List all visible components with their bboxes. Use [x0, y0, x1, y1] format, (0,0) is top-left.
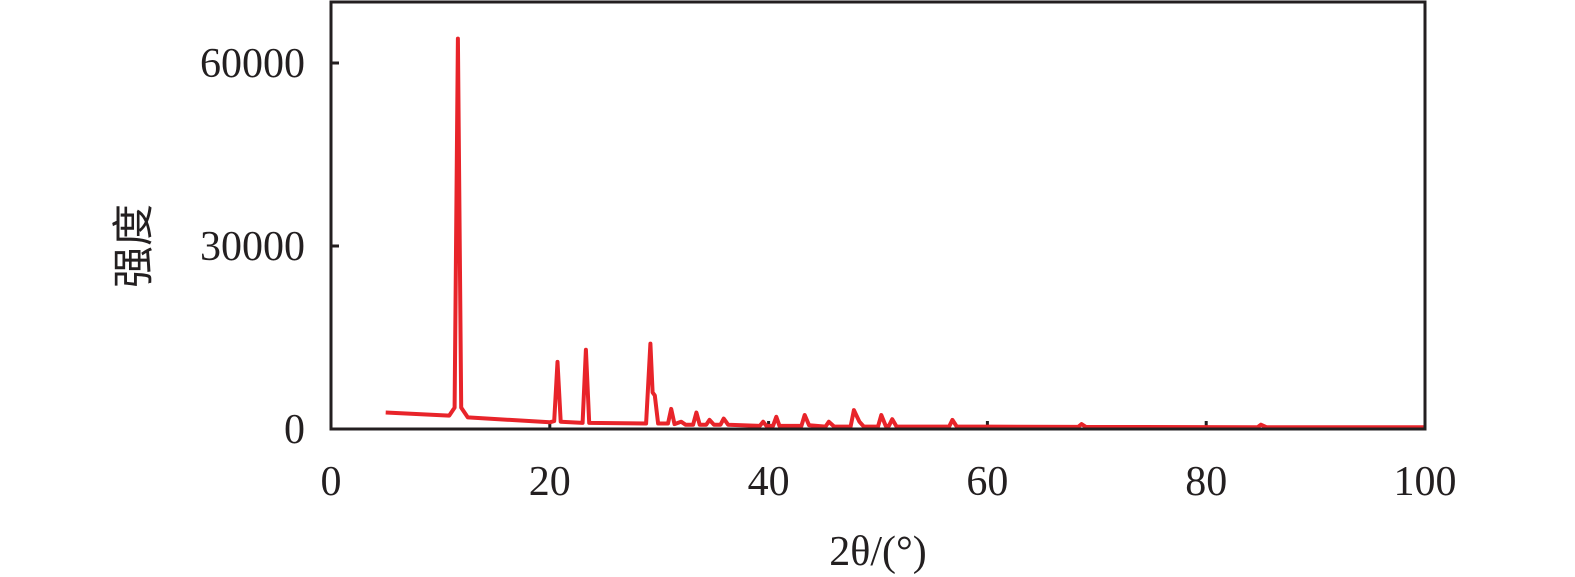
x-axis-label: 2θ/(°) — [829, 529, 927, 575]
y-tick-label: 60000 — [200, 41, 305, 87]
x-tick-label: 80 — [1185, 459, 1227, 505]
y-tick-label: 0 — [284, 407, 305, 453]
x-tick-label: 20 — [529, 459, 571, 505]
plot-frame — [329, 0, 1427, 431]
series-line — [385, 36, 1425, 430]
x-tick-label: 0 — [321, 459, 342, 505]
x-tick-label: 60 — [966, 459, 1008, 505]
y-axis-label: 强度 — [112, 204, 158, 288]
x-tick-label: 100 — [1394, 459, 1457, 505]
y-tick-label: 30000 — [200, 224, 305, 270]
x-tick-label: 40 — [748, 459, 790, 505]
